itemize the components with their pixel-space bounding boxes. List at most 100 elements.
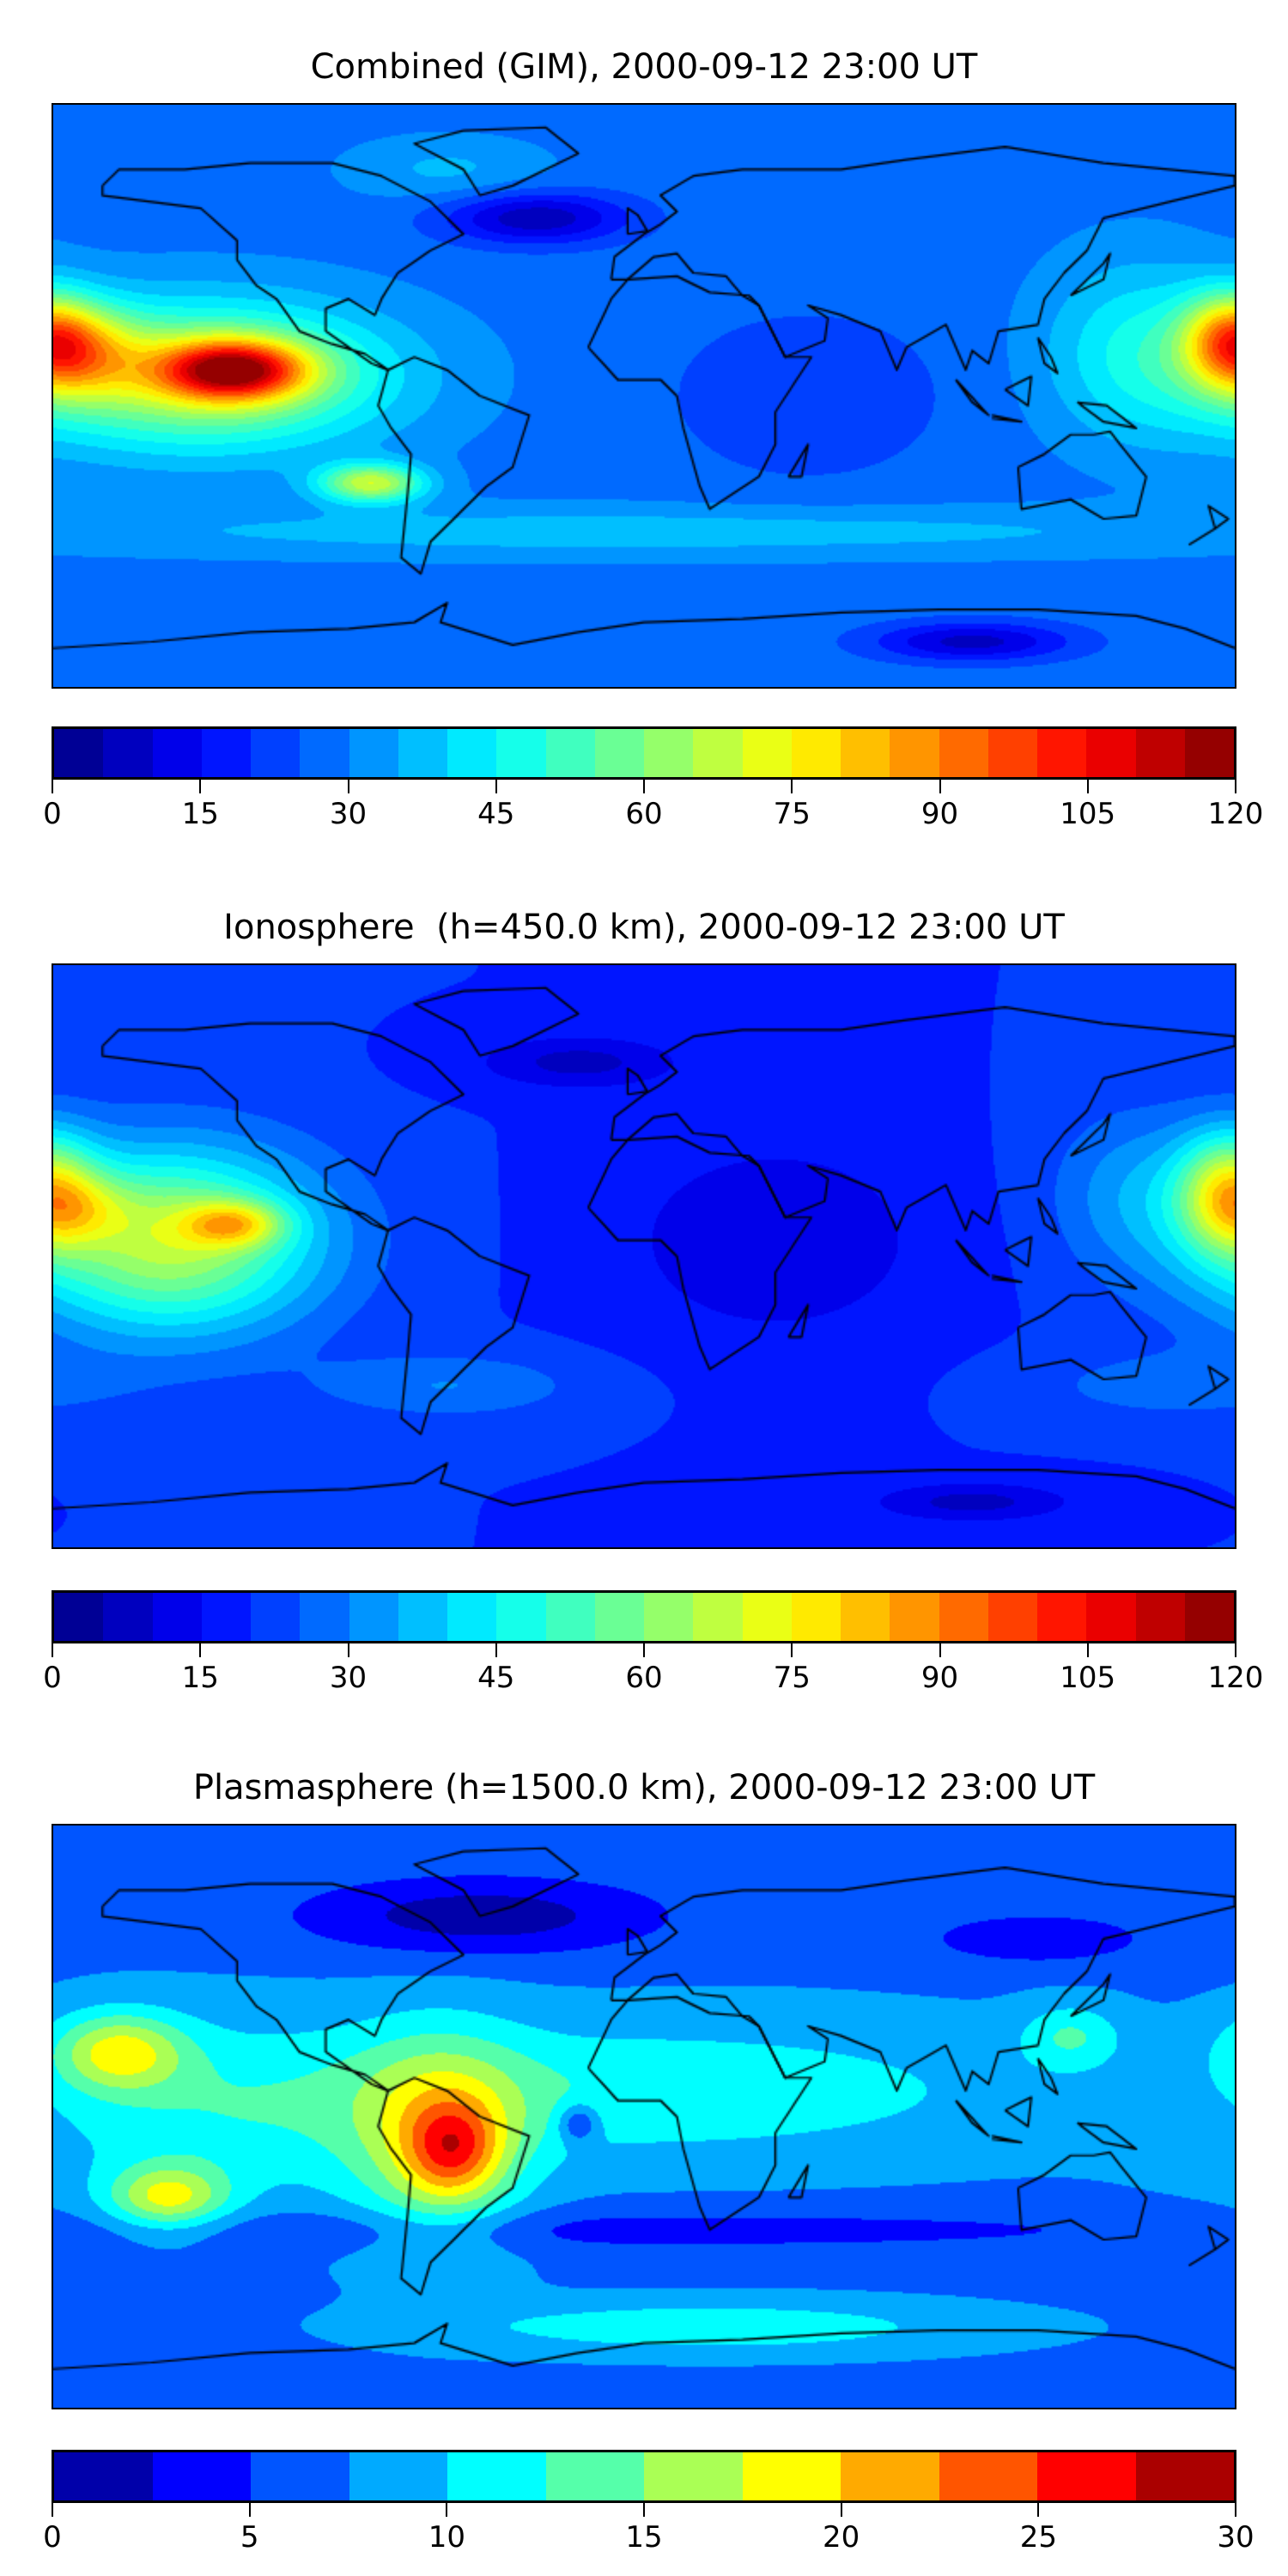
colorbar-segment — [693, 1593, 743, 1641]
colorbar-combined — [52, 726, 1236, 780]
colorbar-segment — [398, 1593, 447, 1641]
colorbar-tick-label: 15 — [181, 1661, 219, 1695]
colorbar-tick-mark — [446, 2503, 448, 2517]
colorbar-segment — [1184, 729, 1234, 777]
colorbar-tick-label: 90 — [920, 1661, 959, 1695]
colorbar-segment — [594, 1593, 644, 1641]
colorbar-tick-mark — [1235, 780, 1236, 793]
colorbar-tick-label: 105 — [1060, 797, 1116, 831]
colorbar-segment — [693, 729, 743, 777]
colorbar-tick-label: 0 — [43, 797, 62, 831]
colorbar-segment — [644, 2452, 743, 2500]
colorbar-tick-mark — [495, 1643, 497, 1657]
colorbar-segment — [496, 729, 546, 777]
colorbar-tick-label: 45 — [477, 797, 515, 831]
colorbar-segment — [890, 729, 939, 777]
colorbar-tick-mark — [248, 2503, 251, 2517]
colorbar-tick-label: 60 — [625, 1661, 663, 1695]
colorbar-tick-label: 45 — [477, 1661, 515, 1695]
colorbar-tick-mark — [791, 780, 793, 793]
colorbar-tick-label: 30 — [329, 797, 368, 831]
colorbar-segment — [398, 729, 447, 777]
chart-title-combined: Combined (GIM), 2000-09-12 23:00 UT — [310, 47, 978, 87]
colorbar-tick-label: 10 — [428, 2520, 465, 2555]
colorbar-segment — [939, 729, 988, 777]
colorbar-tick-mark — [1086, 780, 1089, 793]
colorbar-segment — [644, 1593, 694, 1641]
colorbar-segment — [1086, 1593, 1136, 1641]
colorbar-tick-mark — [1086, 1643, 1089, 1657]
colorbar-tick-label: 30 — [329, 1661, 368, 1695]
colorbar-tick-mark — [495, 780, 497, 793]
colorbar-segment — [349, 1593, 398, 1641]
colorbar-tick-label: 60 — [625, 797, 663, 831]
colorbar-segment — [987, 1593, 1037, 1641]
colorbar-tick-mark — [347, 780, 349, 793]
colorbar-tick-mark — [643, 2503, 645, 2517]
colorbar-tick-mark — [643, 780, 645, 793]
colorbar-segment — [841, 2452, 939, 2500]
chart-title-ionosphere: Ionosphere (h=450.0 km), 2000-09-12 23:0… — [223, 908, 1065, 947]
colorbar-segment — [1184, 1593, 1234, 1641]
colorbar-segment — [1135, 1593, 1185, 1641]
colorbar-segment — [742, 1593, 792, 1641]
colorbar-tick-mark — [52, 2503, 53, 2517]
colorbar-segment — [447, 1593, 497, 1641]
colorbar-tick-mark — [1235, 2503, 1236, 2517]
colorbar-tick-mark — [199, 780, 202, 793]
colorbar-segment — [1037, 1593, 1087, 1641]
map-combined — [52, 103, 1236, 689]
colorbar-segment — [791, 729, 841, 777]
chart-title-plasmasphere: Plasmasphere (h=1500.0 km), 2000-09-12 2… — [192, 1768, 1096, 1807]
colorbar-segment — [545, 729, 595, 777]
colorbar-segment — [201, 729, 251, 777]
colorbar-tick-label: 15 — [181, 797, 219, 831]
colorbar-segment — [545, 2452, 644, 2500]
colorbar-tick-mark — [939, 1643, 941, 1657]
colorbar-segment — [251, 2452, 349, 2500]
colorbar-segment — [300, 1593, 349, 1641]
colorbar-segment — [545, 1593, 595, 1641]
colorbar-segment — [152, 1593, 202, 1641]
colorbar-tick-label: 105 — [1060, 1661, 1116, 1695]
colorbar-tick-label: 15 — [625, 2520, 663, 2555]
colorbar-segment — [841, 729, 890, 777]
colorbar-tick-mark — [791, 1643, 793, 1657]
map-ionosphere — [52, 963, 1236, 1549]
colorbar-tick-mark — [52, 780, 53, 793]
colorbar-segment — [1135, 2452, 1234, 2500]
colorbar-segment — [742, 2452, 841, 2500]
colorbar-segment — [152, 729, 202, 777]
heatmap-canvas-plasmasphere — [53, 1826, 1235, 2408]
colorbar-segment — [251, 729, 301, 777]
colorbar-tick-mark — [199, 1643, 202, 1657]
colorbar-tick-mark — [347, 1643, 349, 1657]
colorbar-segment — [349, 729, 398, 777]
colorbar-segment — [939, 1593, 988, 1641]
colorbar-segment — [1037, 729, 1087, 777]
colorbar-segment — [791, 1593, 841, 1641]
colorbar-segment — [1037, 2452, 1136, 2500]
colorbar-tick-mark — [840, 2503, 842, 2517]
colorbar-tick-label: 25 — [1019, 2520, 1057, 2555]
colorbar-segment — [54, 2452, 153, 2500]
colorbar-segment — [152, 2452, 251, 2500]
colorbar-tick-mark — [52, 1643, 53, 1657]
colorbar-tick-label: 120 — [1207, 1661, 1264, 1695]
colorbar-tick-label: 75 — [773, 1661, 811, 1695]
colorbar-segment — [742, 729, 792, 777]
heatmap-canvas-ionosphere — [53, 965, 1235, 1547]
colorbar-segment — [1086, 729, 1136, 777]
colorbar-segment — [54, 729, 104, 777]
colorbar-tick-label: 0 — [43, 2520, 62, 2555]
colorbar-segment — [54, 1593, 104, 1641]
colorbar-segment — [496, 1593, 546, 1641]
colorbar-segment — [447, 2452, 546, 2500]
colorbar-tick-label: 5 — [240, 2520, 259, 2555]
colorbar-tick-mark — [939, 780, 941, 793]
colorbar-segment — [1135, 729, 1185, 777]
colorbar-segment — [644, 729, 694, 777]
colorbar-segment — [300, 729, 349, 777]
colorbar-ionosphere — [52, 1590, 1236, 1643]
colorbar-segment — [890, 1593, 939, 1641]
